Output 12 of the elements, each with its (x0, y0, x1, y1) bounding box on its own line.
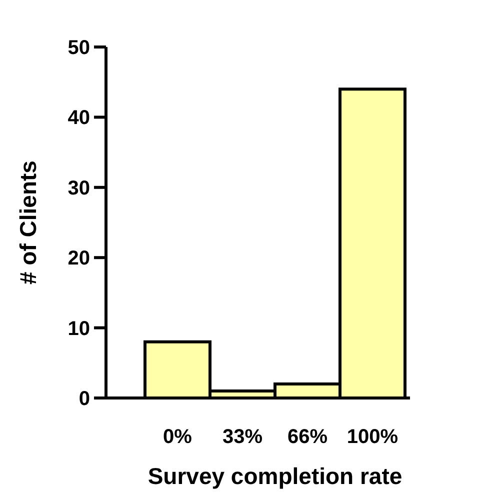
y-tick-label: 10 (68, 318, 90, 340)
x-tick-label: 66% (287, 426, 328, 448)
x-tick-label: 100% (346, 426, 398, 448)
y-tick-label: 20 (68, 248, 90, 270)
y-axis-title: # of Clients (15, 160, 41, 284)
x-tick-label: 33% (222, 426, 263, 448)
x-tick-label: 0% (163, 426, 192, 448)
y-tick-label: 40 (68, 107, 90, 130)
x-axis-title: Survey completion rate (148, 463, 402, 489)
y-tick-label: 30 (68, 177, 90, 200)
y-tick-label: 50 (68, 37, 90, 59)
y-tick-label: 0 (78, 388, 90, 410)
